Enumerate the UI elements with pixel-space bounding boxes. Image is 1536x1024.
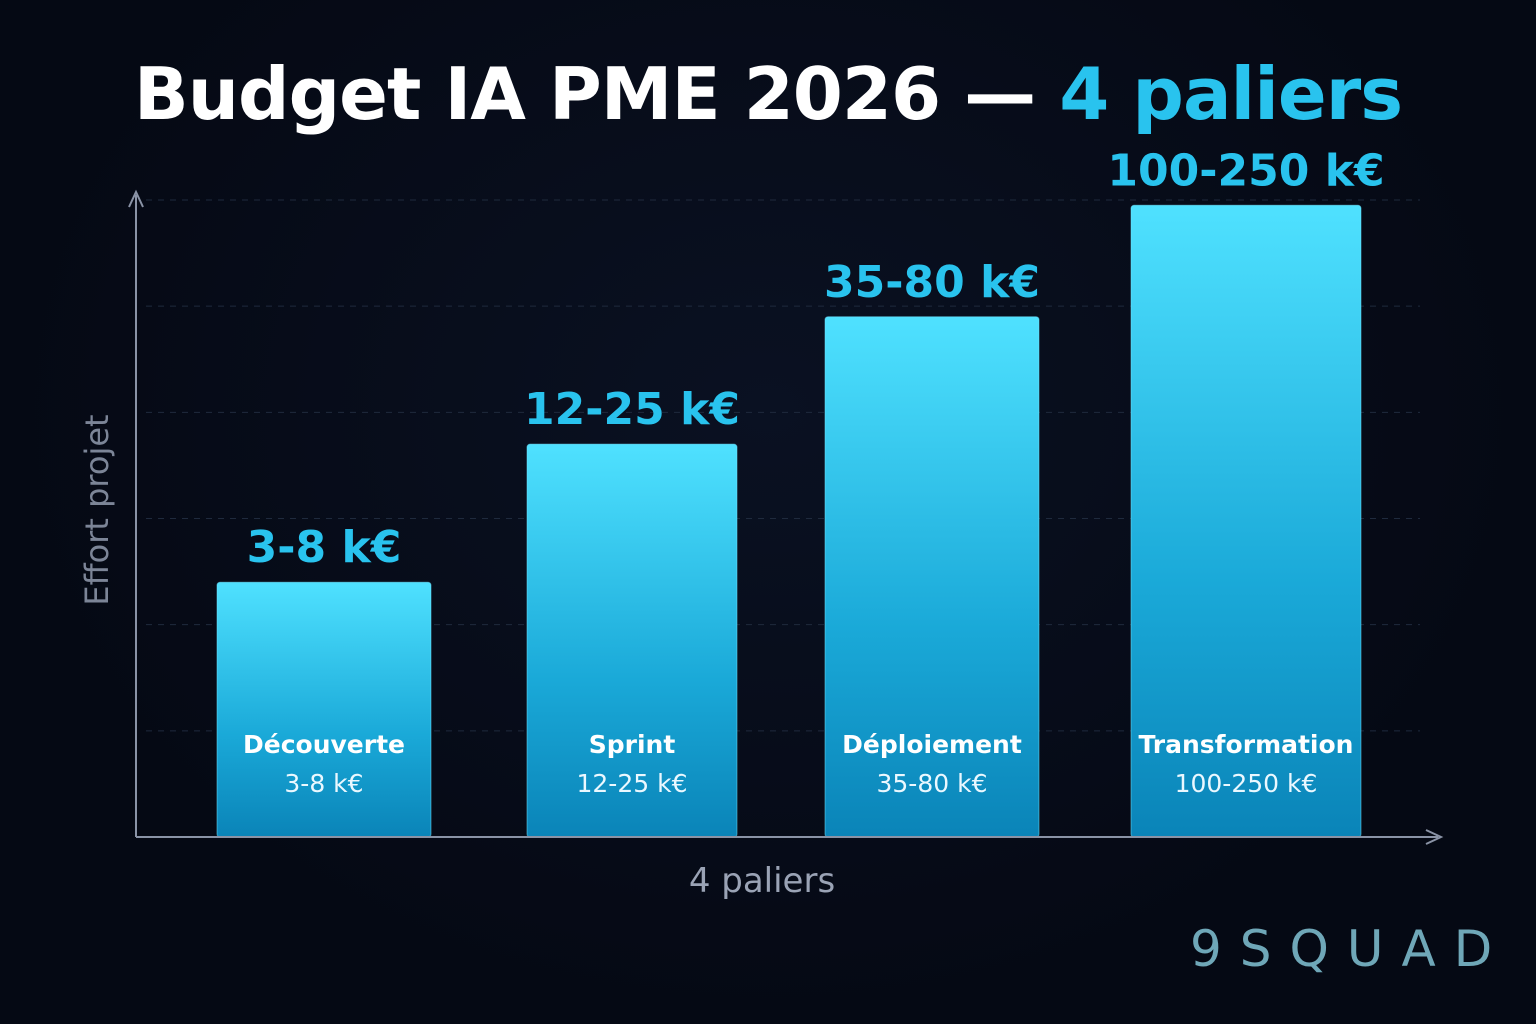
bar-category-label: Sprint	[589, 730, 676, 759]
bar-value-label: 3-8 k€	[247, 522, 402, 573]
bars	[216, 204, 1362, 838]
bar-value-label: 35-80 k€	[824, 257, 1040, 308]
labels: 3-8 k€ Découverte 3-8 k€ 12-25 k€ Sprint 12-2…	[243, 145, 1385, 798]
x-axis-label: 4 paliers	[689, 861, 835, 901]
bar-1	[216, 581, 432, 838]
bar-inner-value: 100-250 k€	[1175, 769, 1318, 798]
bar-category-label: Déploiement	[842, 730, 1022, 759]
bar-value-label: 12-25 k€	[524, 384, 740, 435]
y-axis-arrow-icon	[128, 189, 144, 208]
bar-value-label: 100-250 k€	[1107, 145, 1384, 196]
bar-inner-value: 3-8 k€	[284, 769, 363, 798]
bar-category-label: Découverte	[243, 730, 405, 759]
title-accent: 4 paliers	[1059, 52, 1403, 136]
brand-logo: 9SQUAD	[1190, 920, 1511, 978]
title-main: Budget IA PME 2026 —	[133, 52, 1060, 136]
y-axis-label: Effort projet	[78, 414, 116, 605]
bar-category-label: Transformation	[1139, 730, 1354, 759]
axes: 4 paliers Effort projet	[78, 189, 1444, 901]
bar-inner-value: 12-25 k€	[577, 769, 688, 798]
x-axis-arrow-icon	[1425, 829, 1444, 845]
bar-inner-value: 35-80 k€	[877, 769, 988, 798]
chart-title: Budget IA PME 2026 — 4 paliers	[0, 52, 1536, 136]
